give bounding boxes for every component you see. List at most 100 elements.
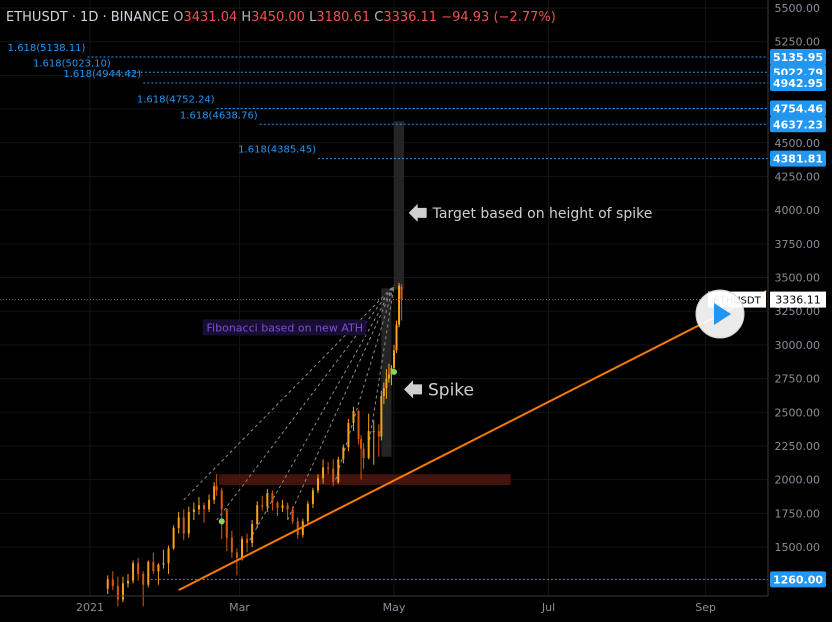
candle-body <box>157 564 160 572</box>
candle-body <box>311 490 314 504</box>
candle-body <box>372 431 375 433</box>
candle-body <box>266 493 269 507</box>
candle-body <box>337 459 340 483</box>
candle-body <box>230 537 233 553</box>
high-label: H <box>241 10 252 25</box>
candle-body <box>362 448 365 459</box>
fib-level-label: 1.618(4944.42) <box>63 69 141 80</box>
candle-body <box>301 521 304 535</box>
candle-body <box>327 467 330 469</box>
candle-body <box>162 563 165 565</box>
candle-body <box>395 324 398 351</box>
price-tick-label: 3500.00 <box>775 272 821 285</box>
candle-body <box>142 573 145 585</box>
play-icon <box>714 303 731 325</box>
fib-level-label: 1.618(5023.10) <box>33 58 111 69</box>
trendline <box>178 290 767 592</box>
candle-body <box>296 521 299 535</box>
current-price-label: 3336.11 <box>775 294 821 307</box>
price-tick-label: 5250.00 <box>775 36 821 49</box>
candle-body <box>147 561 150 585</box>
price-tag <box>770 116 826 133</box>
candle-body <box>382 387 385 397</box>
candle-body <box>256 505 259 525</box>
candle-body <box>317 478 319 491</box>
candle-body <box>367 431 370 459</box>
candle-body <box>352 410 355 424</box>
candle-body <box>385 378 388 388</box>
fib-annotation: Fibonacci based on new ATH <box>207 321 363 334</box>
candle-body <box>116 586 119 600</box>
play-button[interactable] <box>695 289 745 339</box>
price-tick-label: 4250.00 <box>775 170 821 183</box>
candle-body <box>276 502 279 508</box>
price-tag-label: 1260.00 <box>773 573 823 586</box>
price-tag-label: 4381.81 <box>773 153 823 166</box>
low-label: L <box>309 10 317 25</box>
candle-body <box>182 517 185 534</box>
low-value: 3180.61 <box>316 10 371 25</box>
candle-body <box>152 561 155 572</box>
price-tag <box>770 49 826 66</box>
candle-body <box>172 528 175 549</box>
price-tag <box>770 75 826 92</box>
arrow-left-icon <box>404 380 422 399</box>
fib-fan-line <box>183 285 395 501</box>
time-tick-label: Sep <box>695 601 716 614</box>
chart-header: ETHUSDT · 1D · BINANCE O3431.04 H3450.00… <box>6 10 556 25</box>
candle-body <box>235 552 238 558</box>
time-tick-label: Jul <box>541 601 555 614</box>
candle-body <box>106 579 109 589</box>
candle-body <box>213 486 216 500</box>
candle-body <box>187 511 190 534</box>
candle-body <box>251 524 254 543</box>
candle-body <box>132 563 135 581</box>
open-value: 3431.04 <box>183 10 238 25</box>
candle-body <box>398 285 401 325</box>
fib-level-label: 1.618(4385.45) <box>238 145 316 156</box>
candle-body <box>400 286 403 300</box>
price-tag <box>770 100 826 117</box>
price-tag <box>770 150 826 167</box>
candle-body <box>192 509 195 512</box>
close-label: C <box>374 10 384 25</box>
candle-body <box>203 505 205 510</box>
price-tick-label: 2500.00 <box>775 406 821 419</box>
candle-body <box>261 505 264 507</box>
candle-body <box>291 509 294 522</box>
change-value: −94.93 (−2.77%) <box>441 10 556 25</box>
candle-body <box>281 505 284 508</box>
fib-level-label: 1.618(4752.24) <box>137 94 215 105</box>
signal-marker <box>391 368 397 375</box>
high-value: 3450.00 <box>251 10 305 25</box>
open-label: O <box>173 10 184 25</box>
price-tick-label: 4000.00 <box>775 204 821 217</box>
price-tag-label: 4754.46 <box>773 102 823 115</box>
price-tick-label: 3250.00 <box>775 305 821 318</box>
price-tick-label: 5500.00 <box>775 2 821 15</box>
candle-body <box>357 410 360 440</box>
fib-level-label: 1.618(4638.76) <box>180 110 258 121</box>
candle-body <box>380 396 383 437</box>
fib-fan-line <box>287 285 395 521</box>
price-tag-label: 4637.23 <box>773 118 823 131</box>
price-tick-label: 2750.00 <box>775 373 821 386</box>
price-tag-label: 5135.95 <box>773 51 823 64</box>
time-tick-label: Mar <box>229 601 250 614</box>
price-tick-label: 1750.00 <box>775 507 821 520</box>
current-price-tag <box>770 291 826 308</box>
candle-body <box>241 538 243 558</box>
candle-body <box>342 447 345 460</box>
price-tick-label: 4500.00 <box>775 137 821 150</box>
candle-body <box>127 580 129 584</box>
arrow-left-icon <box>408 203 427 222</box>
price-tag-label: 4942.95 <box>773 77 823 90</box>
price-tick-label: 3000.00 <box>775 339 821 352</box>
price-tag <box>770 571 826 588</box>
symbol-label: ETHUSDT · 1D · BINANCE <box>6 10 170 25</box>
candle-body <box>225 509 228 538</box>
price-tick-label: 1500.00 <box>775 541 821 554</box>
candle-body <box>387 374 390 379</box>
